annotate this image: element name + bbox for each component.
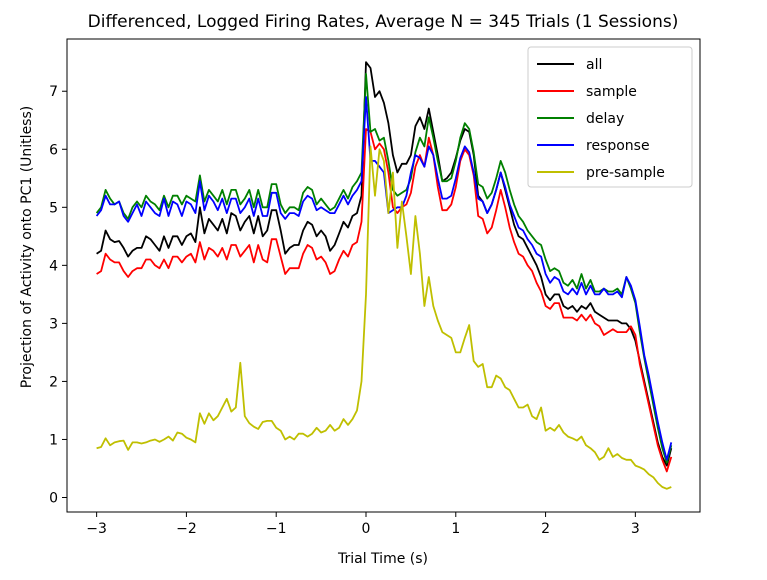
y-tick-label: 3 [49, 316, 58, 332]
series-line-response [95, 96, 673, 461]
x-tick-label: −1 [266, 521, 287, 537]
y-axis: 0 1 2 3 4 5 6 7 [49, 84, 67, 506]
x-tick-label: 0 [362, 521, 371, 537]
y-tick-label: 7 [49, 84, 58, 100]
x-tick-label: −3 [86, 521, 107, 537]
series-line-all [96, 61, 673, 467]
series-line-delay [95, 72, 673, 464]
series-line-sample [96, 128, 673, 473]
chart-title: Differenced, Logged Firing Rates, Averag… [88, 12, 679, 32]
x-tick-label: −2 [176, 521, 197, 537]
y-tick-label: 5 [49, 200, 58, 216]
x-axis-label: Trial Time (s) [337, 551, 428, 567]
x-tick-label: 3 [631, 521, 640, 537]
legend-label-all: all [586, 57, 602, 73]
y-axis-label: Projection of Activity onto PC1 (Unitles… [19, 106, 35, 388]
x-axis: −3 −2 −1 0 1 2 3 [86, 512, 640, 537]
plot-area [95, 61, 673, 490]
legend-label-pre-sample: pre-sample [586, 165, 665, 181]
legend-label-delay: delay [586, 111, 624, 127]
axes-frame [66, 38, 701, 513]
y-tick-label: 1 [49, 432, 58, 448]
x-tick-label: 1 [451, 521, 460, 537]
series-line-pre-sample [96, 145, 672, 490]
y-tick-label: 0 [49, 490, 58, 506]
y-tick-label: 6 [49, 142, 58, 158]
legend-box [527, 46, 693, 188]
legend-label-response: response [586, 138, 650, 154]
legend: all sample delay response pre-sample [527, 46, 693, 188]
y-tick-label: 4 [49, 258, 58, 274]
x-tick-label: 2 [541, 521, 550, 537]
legend-label-sample: sample [586, 84, 637, 100]
y-tick-label: 2 [49, 374, 58, 390]
